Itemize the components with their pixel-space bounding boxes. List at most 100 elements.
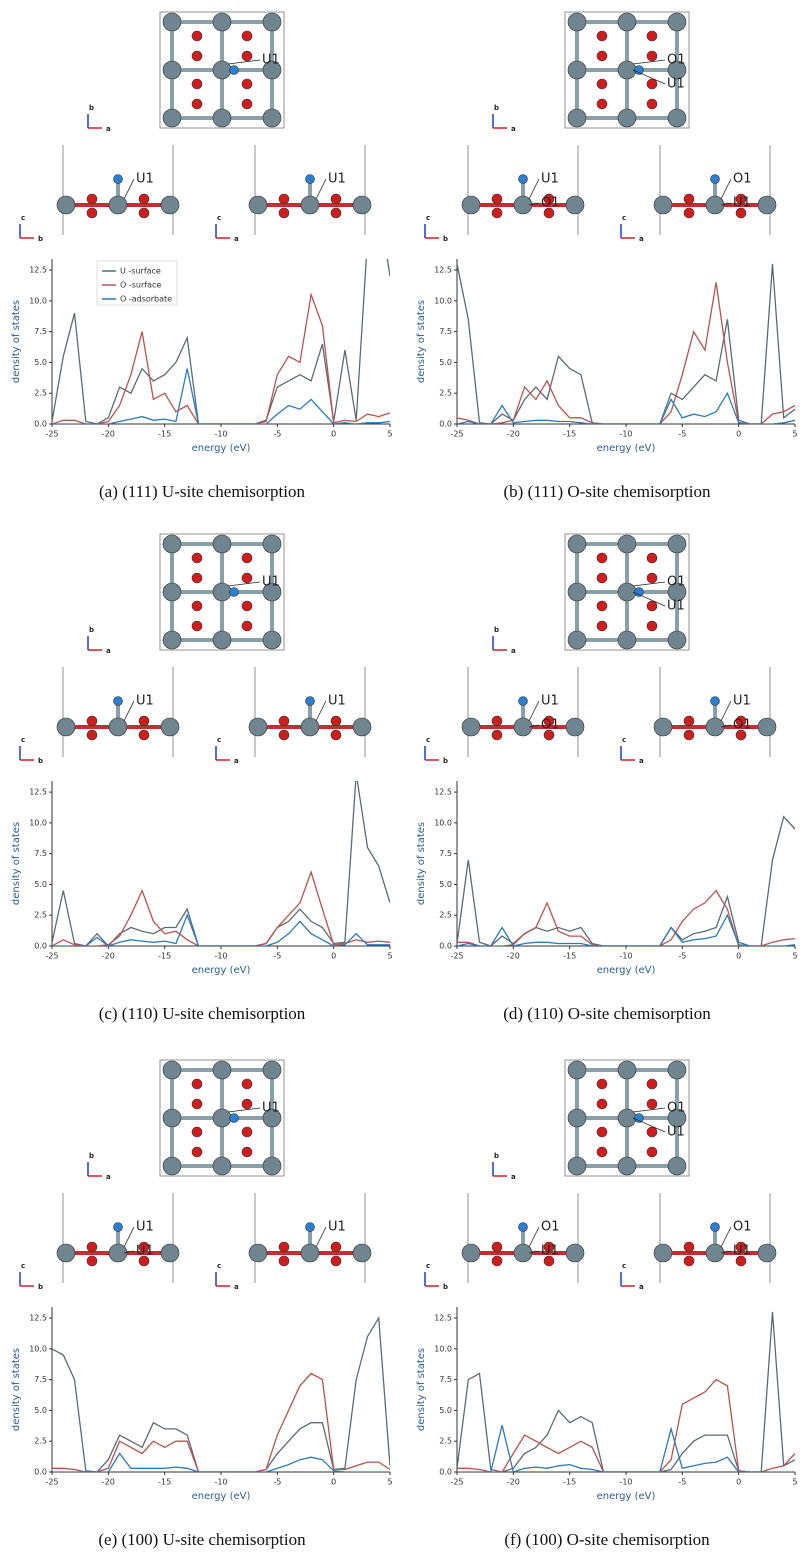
atom [139,716,149,726]
caption: (b) (111) O-site chemisorption [504,482,711,501]
y-axis-label: density of states [11,300,22,383]
atom [568,535,586,553]
atom [462,718,480,736]
y-tick-label: 2.5 [439,911,452,920]
axis-letter: c [426,214,430,222]
atom [163,1157,181,1175]
y-tick-label: 7.5 [34,849,47,858]
atom [568,1157,586,1175]
site-label: U1 [541,1244,559,1259]
atom [57,718,75,736]
figure: baU1cbU1caU1(a) (111) U-site chemisorpti… [0,0,810,1557]
axis-letter: b [89,626,94,634]
atom [242,99,252,109]
caption: (d) (110) O-site chemisorption [503,1004,711,1023]
x-axis-label: energy (eV) [192,965,251,976]
atom [249,718,267,736]
caption: (f) (100) O-site chemisorption [504,1530,710,1549]
site-label: O1 [733,1220,752,1235]
x-tick-label: -20 [507,430,520,439]
atom [597,99,607,109]
atom [230,66,239,75]
atom [568,13,586,31]
atom [192,1099,202,1109]
x-tick-label: -25 [450,430,463,439]
x-tick-label: -10 [619,952,632,961]
atom [647,1147,657,1157]
y-axis-label: density of states [416,822,427,905]
site-label: U1 [733,196,751,211]
y-tick-label: 0.0 [439,420,452,429]
y-tick-label: 0.0 [439,942,452,951]
atom [213,1061,231,1079]
atom [192,601,202,611]
site-label: O1 [667,53,686,68]
axis-letter: c [622,1262,626,1270]
atom [242,621,252,631]
atom [568,61,586,79]
atom [87,716,97,726]
x-tick-label: -25 [45,952,58,961]
atom [87,208,97,218]
atom [331,730,341,740]
axis-letter: b [494,626,499,634]
atom [242,573,252,583]
atom [242,1147,252,1157]
atom [192,553,202,563]
atom [492,730,502,740]
dos-line [52,1318,390,1472]
x-tick-label: -5 [273,430,281,439]
x-tick-label: -15 [158,1478,171,1487]
atom [163,631,181,649]
atom [618,535,636,553]
atom [163,61,181,79]
axis-letter: b [38,235,43,243]
axis-letter: b [443,1283,448,1291]
atom [242,1079,252,1089]
atom [597,1079,607,1089]
axis-letter: b [38,1283,43,1291]
atom [758,1244,776,1262]
atom [684,730,694,740]
x-tick-label: -10 [214,952,227,961]
x-tick-label: 0 [736,430,741,439]
label-leader [529,1227,539,1247]
atom [213,109,231,127]
atom [758,718,776,736]
atom [568,631,586,649]
x-tick-label: -15 [158,430,171,439]
y-tick-label: 10.0 [29,818,47,827]
axis-letter: b [494,1152,499,1160]
atom [161,718,179,736]
label-leader [633,1108,665,1112]
atom [163,109,181,127]
site-label: U1 [667,77,685,92]
atom [668,631,686,649]
label-leader [721,179,731,199]
atom [192,1127,202,1137]
atom [249,196,267,214]
atom [654,196,672,214]
atom [597,553,607,563]
axis-letter: c [426,1262,430,1270]
atom [597,51,607,61]
site-label: U1 [262,53,280,68]
y-tick-label: 12.5 [29,788,47,797]
atom [654,718,672,736]
axis-letter: c [21,736,25,744]
atom [87,1242,97,1252]
x-tick-label: -10 [214,430,227,439]
atom [568,109,586,127]
axis-letter: c [21,214,25,222]
atom [462,1244,480,1262]
y-tick-label: 5.0 [34,358,47,367]
atom [568,1109,586,1127]
label-leader [124,1227,134,1247]
atom [163,13,181,31]
y-tick-label: 10.0 [434,818,452,827]
atom [647,99,657,109]
atom [139,730,149,740]
axis-letter: c [622,214,626,222]
y-tick-label: 12.5 [434,788,452,797]
atom [597,31,607,41]
